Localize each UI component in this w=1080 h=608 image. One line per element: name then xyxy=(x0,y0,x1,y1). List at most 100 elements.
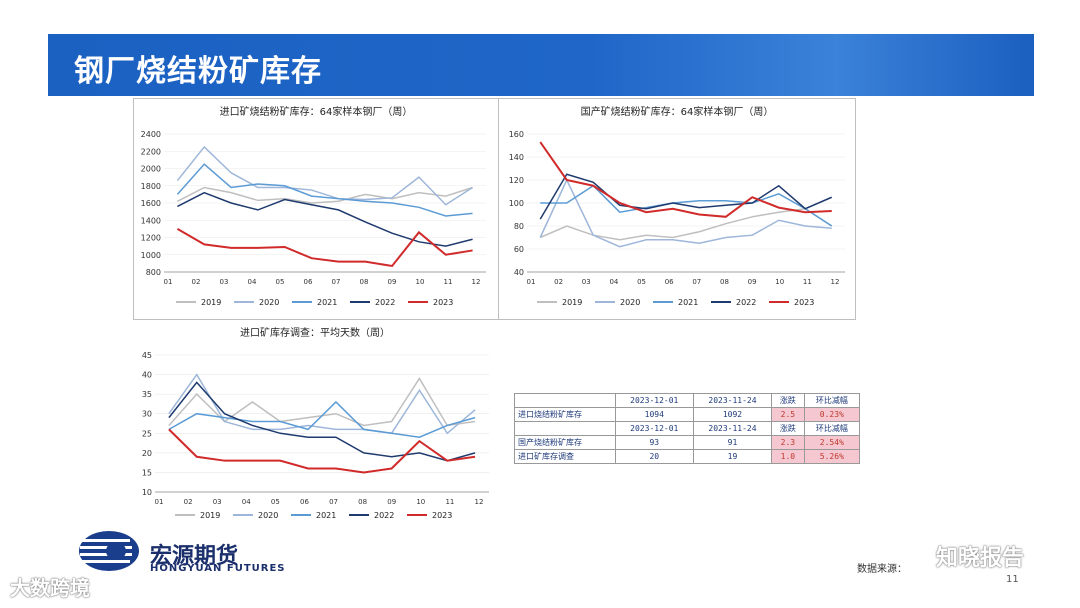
y-tick-label: 140 xyxy=(509,153,524,162)
x-tick-label: 11 xyxy=(445,498,454,506)
y-tick-label: 2400 xyxy=(141,130,161,139)
y-tick-label: 40 xyxy=(142,371,152,380)
series-line-2019 xyxy=(539,207,833,241)
table-change-cell: 2.3 xyxy=(771,435,805,450)
y-tick-label: 1200 xyxy=(141,234,161,243)
y-tick-label: 15 xyxy=(142,468,152,477)
series-line-2023 xyxy=(539,141,832,218)
legend-label: 2020 xyxy=(259,298,279,307)
series-line-2021 xyxy=(176,163,473,217)
table-cell: 93 xyxy=(614,435,694,450)
legend-label: 2020 xyxy=(620,298,640,307)
x-tick-label: 01 xyxy=(155,498,164,506)
x-tick-label: 09 xyxy=(748,278,757,286)
y-tick-label: 1400 xyxy=(141,216,161,225)
brand-logo-icon xyxy=(76,527,142,579)
x-tick-label: 08 xyxy=(358,498,367,506)
page-number: 11 xyxy=(1006,574,1019,585)
series-line-2021 xyxy=(540,184,833,227)
x-tick-label: 12 xyxy=(472,278,481,286)
chart-domestic-sinter-inventory: 国产矿烧结粉矿库存：64家样本钢厂（周） 160 140 120 100 80 60 40 01… xyxy=(498,98,856,320)
x-tick-label: 07 xyxy=(332,278,341,286)
table-row: 进口矿库存调查 20 19 1.0 5.26% xyxy=(514,449,861,464)
series-line-2020 xyxy=(168,373,476,435)
x-tick-label: 02 xyxy=(184,498,193,506)
x-tick-label: 06 xyxy=(300,498,309,506)
source-label: 数据来源： xyxy=(857,564,907,575)
slide-title: 钢厂烧结粉矿库存 xyxy=(74,54,322,89)
legend-label: 2019 xyxy=(562,298,582,307)
x-tick-label: 07 xyxy=(692,278,701,286)
table-row: 进口烧结粉矿库存 1094 1092 2.5 0.23% xyxy=(514,407,861,422)
y-tick-label: 120 xyxy=(509,176,524,185)
table-row: 国产烧结粉矿库存 93 91 2.3 2.54% xyxy=(514,435,861,450)
y-tick-label: 100 xyxy=(509,199,524,208)
x-tick-label: 12 xyxy=(831,278,840,286)
watermark-right: 知晓报告 xyxy=(936,546,1025,571)
y-tick-label: 25 xyxy=(142,429,152,438)
table-header-cell: 2023-12-01 xyxy=(614,393,694,408)
table-cell: 91 xyxy=(692,435,773,450)
table-change-cell: 2.5 xyxy=(771,407,805,422)
table-label-cell: 国产烧结粉矿库存 xyxy=(514,435,616,450)
x-tick-label: 02 xyxy=(192,278,201,286)
table-header-cell: 环比减幅 xyxy=(803,393,861,408)
x-tick-label: 04 xyxy=(248,278,257,286)
legend-label: 2023 xyxy=(794,298,814,307)
x-tick-label: 08 xyxy=(720,278,729,286)
y-tick-label: 2200 xyxy=(141,147,161,156)
chart-imported-sinter-inventory: 进口矿烧结粉矿库存：64家样本钢厂（周） 2400 2200 2000 1800 1600… xyxy=(133,98,499,320)
chart-svg: 进口矿烧结粉矿库存：64家样本钢厂（周） 2400 2200 2000 1800 1600… xyxy=(141,105,486,307)
y-tick-label: 160 xyxy=(509,130,524,139)
table-label-cell: 进口烧结粉矿库存 xyxy=(514,407,616,422)
table-cell: 1094 xyxy=(614,407,694,422)
x-tick-label: 09 xyxy=(387,498,396,506)
y-tick-label: 45 xyxy=(142,351,152,360)
series-line-2022 xyxy=(168,381,476,462)
legend-label: 2021 xyxy=(317,298,337,307)
table-header-cell: 2023-12-01 xyxy=(614,421,694,436)
legend-label: 2019 xyxy=(201,298,221,307)
series-line-2020 xyxy=(176,145,473,206)
table-header-cell: 涨跌 xyxy=(771,393,805,408)
legend-label: 2022 xyxy=(374,511,394,520)
x-tick-label: 05 xyxy=(271,498,280,506)
legend-label: 2019 xyxy=(200,511,220,520)
table-cell xyxy=(514,393,616,408)
legend-label: 2022 xyxy=(375,298,395,307)
chart-title: 进口矿烧结粉矿库存：64家样本钢厂（周） xyxy=(220,105,413,118)
table-change-cell: 1.0 xyxy=(771,449,805,464)
table-label-cell: 进口矿库存调查 xyxy=(514,449,616,464)
x-tick-label: 03 xyxy=(213,498,222,506)
series-line-2023 xyxy=(168,428,476,474)
y-tick-label: 10 xyxy=(142,488,152,497)
series-line-2019 xyxy=(177,186,473,204)
legend-label: 2021 xyxy=(678,298,698,307)
series-line-2022 xyxy=(177,191,473,247)
table-pct-cell: 2.54% xyxy=(803,435,861,450)
table-header-cell: 涨跌 xyxy=(771,421,805,436)
chart-import-days: 进口矿库存调查：平均天数（周） 45 40 35 30 25 20 15 10 01 02 03 04 0… xyxy=(133,320,497,530)
table-cell: 19 xyxy=(692,449,773,464)
x-tick-label: 06 xyxy=(304,278,313,286)
table-pct-cell: 0.23% xyxy=(803,407,861,422)
x-tick-label: 06 xyxy=(665,278,674,286)
table-header-cell: 2023-11-24 xyxy=(692,421,773,436)
x-tick-label: 05 xyxy=(276,278,285,286)
y-tick-label: 30 xyxy=(142,410,152,419)
y-tick-label: 800 xyxy=(146,268,161,277)
x-tick-label: 04 xyxy=(609,278,618,286)
legend-label: 2023 xyxy=(433,298,453,307)
legend-label: 2023 xyxy=(432,511,452,520)
legend-label: 2020 xyxy=(258,511,278,520)
y-tick-label: 60 xyxy=(514,245,524,254)
table-row: 2023-12-01 2023-11-24 涨跌 环比减幅 xyxy=(514,393,861,408)
table-cell: 1092 xyxy=(692,407,773,422)
chart-title: 进口矿库存调查：平均天数（周） xyxy=(240,326,390,339)
y-tick-label: 1000 xyxy=(141,251,161,260)
table-header-cell: 2023-11-24 xyxy=(692,393,773,408)
table-cell: 20 xyxy=(614,449,694,464)
y-tick-label: 1600 xyxy=(141,199,161,208)
table-pct-cell: 5.26% xyxy=(803,449,861,464)
